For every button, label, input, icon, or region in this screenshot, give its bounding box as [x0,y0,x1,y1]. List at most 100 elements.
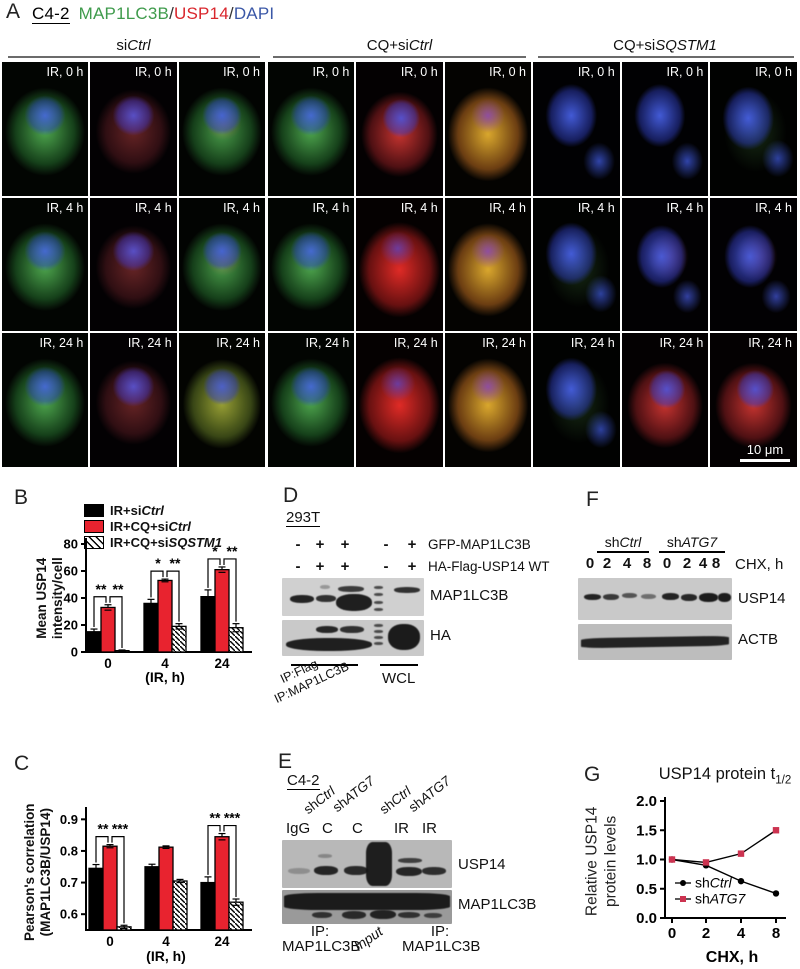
blot-band [320,585,330,589]
svg-text:CHX, h: CHX, h [706,949,758,966]
tile-time-label: IR, 4 h [400,200,438,215]
blot-band [312,912,332,918]
micrograph-tile: IR, 0 h [533,62,620,196]
chx-time: 8 [642,555,652,572]
tile-time-label: IR, 24 h [39,336,84,351]
stain-separator: / [228,4,234,23]
svg-text:2.0: 2.0 [636,793,657,810]
micrograph-group-cq-sictrl: IR, 0 h IR, 0 h IR, 0 h IR, 4 h IR, 4 h … [268,62,531,467]
chx-time: 4 [622,555,632,572]
panel-a-label: A [6,0,21,23]
svg-text:8: 8 [772,925,780,942]
blot-band [662,593,679,600]
svg-text:40: 40 [64,591,78,606]
blot-band [284,893,450,910]
svg-text:shATG7: shATG7 [695,891,747,907]
svg-text:20: 20 [64,618,78,633]
plasmid-sign: - [383,558,389,575]
input-label: Input [350,923,386,954]
chx-time: 2 [682,555,692,572]
group-underline [8,56,260,58]
lane-label-ir1: IR [394,820,409,837]
blot-band [366,842,392,886]
tile-time-label: IR, 4 h [46,200,84,215]
marker-dash [374,642,383,645]
svg-text:0: 0 [668,925,676,942]
svg-text:0.5: 0.5 [636,881,657,898]
tile-time-label: IR, 0 h [223,65,260,79]
marker-dash [374,636,383,639]
blot-band [336,594,372,611]
tile-time-label: IR, 0 h [312,65,350,79]
svg-text:0.0: 0.0 [636,910,657,927]
micrograph-tile: IR, 0 h [621,62,709,196]
tile-time-label: IR, 24 h [127,336,172,351]
blot-band [318,854,332,858]
blot-d-ha [282,620,424,656]
micrograph-tile: IR, 24 h [90,333,177,467]
svg-text:**: ** [170,555,181,571]
svg-text:4: 4 [161,656,169,671]
tile-time-label: IR, 0 h [400,65,438,79]
legend-swatch-black [84,503,104,517]
svg-text:0: 0 [106,934,114,949]
blot-band [342,911,366,919]
blot-band [286,638,372,651]
lane-label-igg: IgG [286,820,311,837]
stain-separator: / [169,4,175,23]
scale-bar: 10 μm [739,442,790,462]
cell-line-label: C4-2 [32,4,70,24]
svg-text:1.0: 1.0 [636,852,657,869]
panel-e-label: E [278,750,293,773]
chx-time: 0 [662,555,672,572]
sh-atg7-underline [659,551,725,553]
blot-f-usp14 [578,578,732,620]
panel-c-label: C [14,752,30,775]
svg-text:24: 24 [214,656,230,671]
blot-band [422,867,446,875]
ip-label-left: IP: [310,923,330,940]
panel-g-label: G [584,763,601,786]
plasmid-sign: + [407,536,417,553]
micrograph-tile: IR, 24 h [356,333,443,467]
svg-text:***: *** [112,821,129,837]
blot-band [581,635,729,649]
sh-atg7-header: shATG7 [666,534,718,550]
panel-g-title: USP14 protein t1/2 [658,765,792,787]
micrograph-tile: IR, 4 h [356,197,443,332]
micrograph-tile: IR, 0 h [178,62,265,196]
svg-text:*: * [212,543,218,559]
group-header-sictrl: siCtrl [116,37,151,54]
blot-band [718,593,731,602]
svg-text:**: ** [98,821,109,837]
micrograph-tile: IR, 24 h [268,333,355,467]
panel-e-cell-line: C4-2 [287,772,320,790]
tile-time-label: IR, 4 h [666,200,704,215]
blot-band [316,626,338,633]
svg-text:(IR, h): (IR, h) [145,669,185,685]
panel-d-label: D [283,484,299,507]
micrograph-tile: IR, 4 h [90,197,177,332]
panel-c-bar-chart: 0.60.70.80.90** ***4 24** ***(IR, h) [60,807,252,964]
group-header-cq-sisqstm1: CQ+siSQSTM1 [613,37,717,54]
blot-band [396,867,422,876]
micrograph-tile: IR, 4 h [178,197,265,332]
legend-item: IR+siCtrl [84,502,222,518]
micrograph-group-sictrl: IR, 0 h IR, 0 h IR, 0 h IR, 4 h IR, 4 h … [2,62,265,467]
blot-band [424,913,442,918]
sh-ctrl-header: shCtrl [604,534,642,550]
blot-band [394,587,420,593]
svg-text:**: ** [96,581,107,597]
blot-e-map1lc3b [282,890,452,924]
blot-label-actb: ACTB [738,631,779,648]
legend-label: IR+CQ+siCtrl [110,518,191,534]
micrograph-tile: IR, 4 h [621,197,709,332]
marker-dash [374,608,383,611]
tile-time-label: IR, 24 h [659,336,704,351]
stain-dapi: DAPI [233,4,275,23]
micrograph-tile: IR, 0 h [2,62,89,196]
micrograph-tile: IR, 4 h [533,197,620,332]
wcl-label: WCL [382,670,416,687]
blot-band [370,910,396,919]
blot-band [398,858,422,863]
